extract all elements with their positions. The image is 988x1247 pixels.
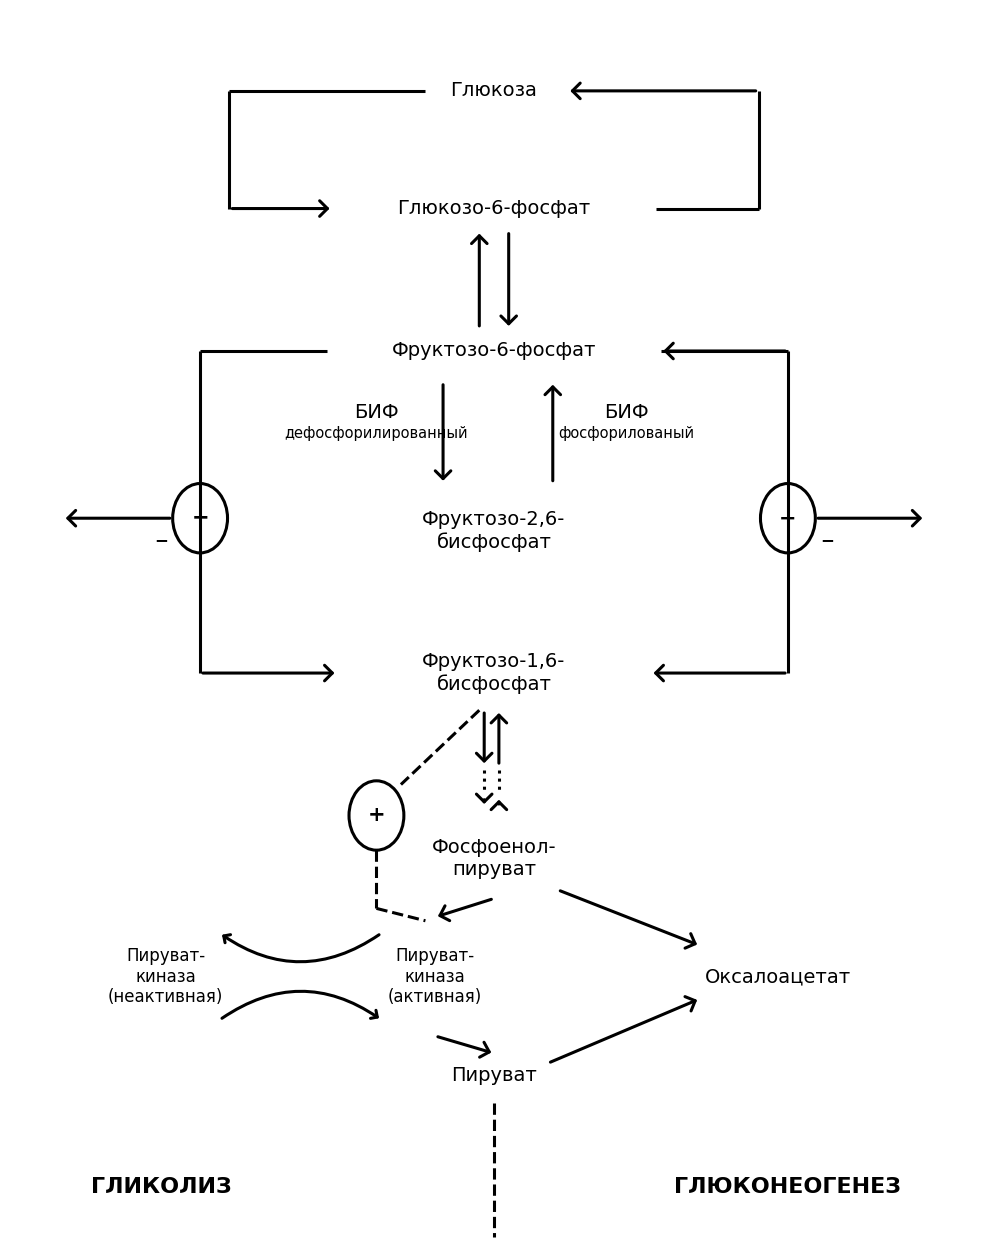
Text: +: + [368,806,385,826]
Text: БИФ: БИФ [354,404,399,423]
Text: −: − [154,531,168,550]
Text: Пируват: Пируват [452,1066,536,1085]
Text: БИФ: БИФ [604,404,648,423]
Text: Фруктозо-2,6-
бисфосфат: Фруктозо-2,6- бисфосфат [422,510,566,551]
Text: Пируват-
киназа
(неактивная): Пируват- киназа (неактивная) [108,946,223,1006]
Text: −: − [780,509,796,529]
Text: Глюкозо-6-фосфат: Глюкозо-6-фосфат [397,200,591,218]
Text: Оксалоацетат: Оксалоацетат [705,966,852,986]
Text: Фруктозо-6-фосфат: Фруктозо-6-фосфат [392,342,596,360]
Text: ГЛИКОЛИЗ: ГЛИКОЛИЗ [91,1177,231,1197]
Text: −: − [820,531,834,550]
Text: +: + [192,509,208,529]
FancyArrowPatch shape [222,991,377,1019]
Text: ГЛЮКОНЕОГЕНЕЗ: ГЛЮКОНЕОГЕНЕЗ [675,1177,901,1197]
Text: Глюкоза: Глюкоза [451,81,537,100]
Text: фосфорилованый: фосфорилованый [558,426,695,441]
Text: Пируват-
киназа
(активная): Пируват- киназа (активная) [388,946,482,1006]
Text: Фруктозо-1,6-
бисфосфат: Фруктозо-1,6- бисфосфат [422,652,566,695]
Text: дефосфорилированный: дефосфорилированный [285,426,468,441]
FancyArrowPatch shape [223,935,379,961]
Text: Фосфоенол-
пируват: Фосфоенол- пируват [432,838,556,879]
